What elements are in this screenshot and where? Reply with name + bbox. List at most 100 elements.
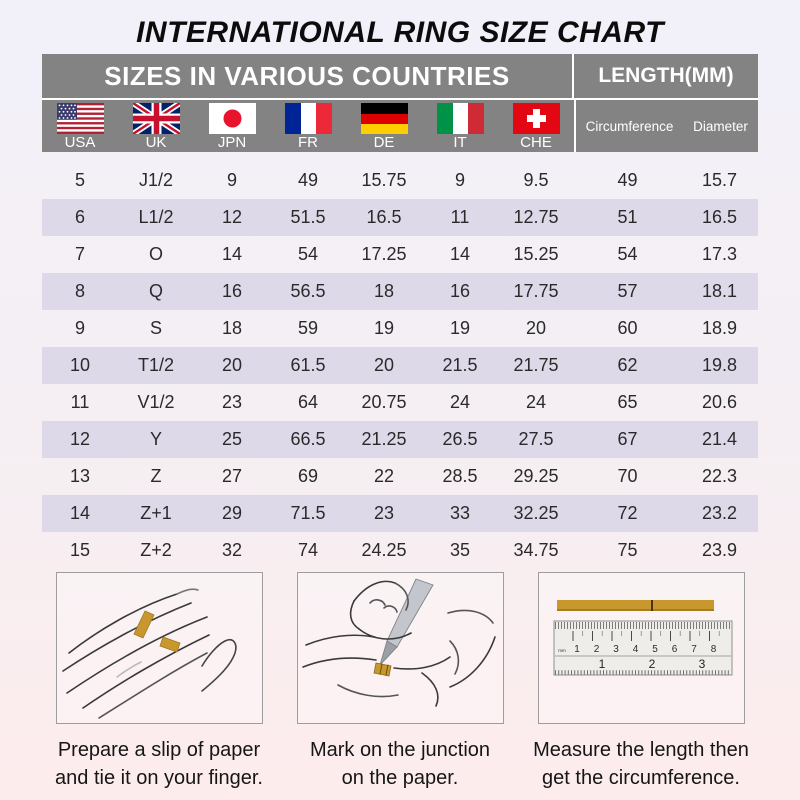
- column-it: IT: [422, 100, 498, 152]
- size-cell: 24: [449, 392, 471, 412]
- size-cell: 32.25: [513, 503, 559, 523]
- switzerland-flag-icon: [512, 103, 560, 134]
- svg-text:mm: mm: [558, 648, 566, 653]
- size-cell: Q: [148, 281, 163, 301]
- column-jpn: JPN: [194, 100, 270, 152]
- size-cell: 34.75: [513, 540, 559, 560]
- de-label: DE: [373, 134, 395, 151]
- table-header-top-row: SIZES IN VARIOUS COUNTRIES LENGTH(MM): [42, 54, 758, 100]
- length-header: LENGTH(MM): [598, 64, 734, 87]
- size-cell: 32: [221, 540, 243, 560]
- size-cell: 74: [297, 540, 319, 560]
- table-header-band: SIZES IN VARIOUS COUNTRIES LENGTH(MM): [42, 54, 758, 152]
- size-cell: 16.5: [366, 207, 402, 227]
- table-row: 8 Q 16 56.5 18 16 17.75 57 18.1: [42, 273, 758, 310]
- column-usa: USA: [42, 100, 118, 152]
- howto-step-2: Mark on the junction on the paper.: [286, 572, 514, 792]
- size-cell: T1/2: [137, 355, 175, 375]
- column-de: DE: [346, 100, 422, 152]
- usa-label: USA: [64, 134, 96, 151]
- size-cell: O: [148, 244, 163, 264]
- size-cell: 17.25: [361, 244, 407, 264]
- sizes-header: SIZES IN VARIOUS COUNTRIES: [42, 54, 574, 98]
- size-cell: 10: [69, 355, 91, 375]
- size-cell: 14: [221, 244, 243, 264]
- svg-text:1: 1: [574, 644, 580, 655]
- size-cell: S: [149, 318, 162, 338]
- size-cell: 20.75: [361, 392, 407, 412]
- size-cell: 19: [449, 318, 471, 338]
- size-cell: 21.25: [361, 429, 407, 449]
- size-cell: 11: [450, 207, 470, 227]
- svg-text:3: 3: [698, 657, 705, 671]
- svg-text:7: 7: [691, 644, 697, 655]
- size-cell: 5: [74, 170, 85, 190]
- size-cell: 23.2: [701, 503, 738, 523]
- jpn-label: JPN: [217, 134, 247, 151]
- size-cell: 12: [69, 429, 91, 449]
- size-cell: 33: [449, 503, 471, 523]
- svg-text:4: 4: [632, 644, 638, 655]
- table-row: 11 V1/2 23 64 20.75 24 24 65 20.6: [42, 384, 758, 421]
- size-cell: 57: [617, 281, 638, 301]
- size-cell: 16: [221, 281, 243, 301]
- size-cell: 16.5: [701, 207, 738, 227]
- svg-text:5: 5: [652, 644, 658, 655]
- size-cell: 65: [617, 392, 638, 412]
- howto-caption-1: Prepare a slip of paper and tie it on yo…: [55, 739, 263, 789]
- size-cell: 24.25: [361, 540, 407, 560]
- size-cell: 23: [373, 503, 395, 523]
- size-cell: Z+1: [140, 503, 172, 523]
- size-cell: 27.5: [518, 429, 554, 449]
- page-title: INTERNATIONAL RING SIZE CHART: [136, 16, 664, 49]
- size-cell: 15: [69, 540, 91, 560]
- size-cell: 28.5: [442, 466, 478, 486]
- diameter-column-header: Diameter: [693, 118, 748, 134]
- howto-caption-2: Mark on the junction on the paper.: [309, 739, 491, 789]
- table-row: 7 O 14 54 17.25 14 15.25 54 17.3: [42, 236, 758, 273]
- size-cell: 29: [221, 503, 243, 523]
- size-cell: 17.3: [701, 244, 738, 264]
- size-cell: 18.9: [701, 318, 738, 338]
- size-cell: 17.75: [513, 281, 559, 301]
- table-row: 5 J1/2 9 49 15.75 9 9.5 49 15.7: [42, 162, 758, 199]
- size-cell: 12.75: [513, 207, 559, 227]
- size-cell: 9: [74, 318, 85, 338]
- ring-size-table-body: 5 J1/2 9 49 15.75 9 9.5 49 15.7 6 L1/2 12 51.5 16.5 11…: [42, 162, 758, 569]
- svg-text:1: 1: [598, 657, 605, 671]
- france-flag-icon: [284, 103, 332, 134]
- size-cell: 12: [221, 207, 243, 227]
- size-cell: 18: [221, 318, 243, 338]
- column-uk: UK: [118, 100, 194, 152]
- size-cell: 9: [454, 170, 465, 190]
- size-cell: 21.75: [513, 355, 559, 375]
- size-cell: 14: [69, 503, 91, 523]
- size-cell: 70: [617, 466, 638, 486]
- italy-flag-icon: [436, 103, 484, 134]
- size-cell: 29.25: [513, 466, 559, 486]
- size-cell: 20: [525, 318, 547, 338]
- ring-size-table: 5 J1/2 9 49 15.75 9 9.5 49 15.7 6 L1/2 12 51.5 16.5 11…: [42, 162, 758, 569]
- size-cell: 51.5: [290, 207, 326, 227]
- howto-step-1: Prepare a slip of paper and tie it on yo…: [45, 572, 273, 792]
- size-cell: 54: [297, 244, 319, 264]
- size-cell: 13: [69, 466, 91, 486]
- size-cell: 7: [74, 244, 85, 264]
- table-row: 10 T1/2 20 61.5 20 21.5 21.75 62 19.8: [42, 347, 758, 384]
- size-cell: 15.75: [361, 170, 407, 190]
- size-cell: 16: [449, 281, 471, 301]
- size-cell: 35: [449, 540, 471, 560]
- japan-flag-icon: [208, 103, 256, 134]
- size-cell: 9: [226, 170, 237, 190]
- che-label: CHE: [520, 134, 552, 151]
- size-cell: 56.5: [290, 281, 326, 301]
- size-cell: 21.5: [442, 355, 478, 375]
- size-cell: V1/2: [137, 392, 175, 412]
- size-cell: 69: [297, 466, 319, 486]
- usa-flag-icon: [56, 103, 104, 134]
- svg-text:2: 2: [648, 657, 655, 671]
- size-cell: 24: [525, 392, 547, 412]
- size-cell: L1/2: [138, 207, 174, 227]
- size-cell: 6: [74, 207, 85, 227]
